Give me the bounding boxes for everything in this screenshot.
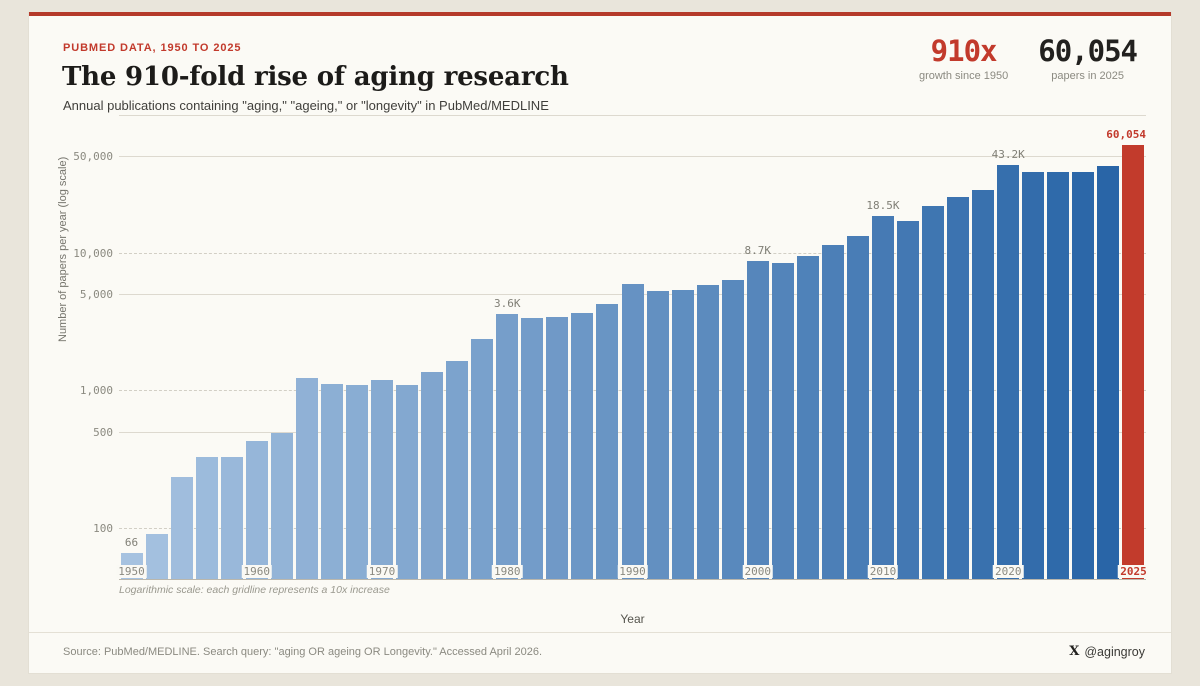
bar-2010	[871, 215, 894, 579]
x-tick-label-2020: 2020	[992, 565, 1024, 578]
source-note: Source: PubMed/MEDLINE. Search query: "a…	[63, 645, 543, 658]
bar-1954	[170, 477, 193, 579]
x-tick-label-2025: 2025	[1118, 565, 1149, 578]
bar-2008	[846, 236, 869, 579]
bar-chart-plot-area: 100 500 1,000 5,000 10,000 50,000 1950 1960 1970…	[73, 115, 1149, 580]
bar-value-label-432K: 43.2K	[991, 148, 1025, 162]
bar-1986	[571, 313, 594, 579]
x-tick-label-2000: 2000	[742, 565, 773, 578]
bar-1970	[371, 379, 393, 579]
stat-growth: 910x growth since 1950	[919, 34, 1008, 82]
x-tick-label-1990: 1990	[617, 565, 648, 578]
x-tick-label-1950: 1950	[116, 565, 147, 578]
bar-value-label-36K: 3.6K	[494, 296, 521, 310]
bar-1996	[696, 285, 719, 579]
bar-1956	[195, 456, 218, 579]
bar-1958	[220, 456, 243, 579]
gridline-50000	[119, 156, 1146, 158]
kicker: PUBMED DATA, 1950 TO 2025	[63, 42, 242, 54]
x-tick-label-1960: 1960	[241, 565, 273, 578]
bar-1962	[270, 432, 293, 579]
bar-1982	[521, 318, 544, 579]
bar-value-label-185K: 18.5K	[866, 198, 900, 212]
bar-1960	[245, 440, 268, 579]
y-tick-label: 10,000	[73, 246, 113, 260]
bar-2006	[821, 245, 844, 579]
x-tick-label-1980: 1980	[492, 565, 523, 578]
bar-value-label-87K: 8.7K	[744, 243, 771, 257]
bar-2004	[796, 255, 819, 579]
x-axis-title: Year	[620, 612, 645, 626]
stat-papers-caption: papers in 2025	[1051, 70, 1124, 82]
bar-1978	[471, 339, 494, 579]
x-tick-label-1970: 1970	[366, 565, 398, 578]
bar-2020	[997, 165, 1020, 579]
infographic-card: PUBMED DATA, 1950 TO 2025 The 910-fold r…	[28, 12, 1172, 674]
bar-2016	[947, 196, 970, 579]
bar-1952	[145, 533, 168, 579]
bar-1990	[621, 284, 644, 579]
stat-growth-caption: growth since 1950	[918, 70, 1009, 82]
bar-1974	[421, 372, 444, 579]
page-title: The 910-fold rise of aging research	[62, 62, 569, 92]
bar-value-label-60054: 60,054	[1106, 128, 1146, 142]
bar-1998	[721, 280, 744, 579]
y-tick-label: 1,000	[79, 384, 113, 398]
bar-1984	[546, 317, 569, 579]
x-logo-icon: X	[1069, 644, 1080, 659]
y-tick-label: 50,000	[73, 150, 113, 164]
bar-2000	[746, 260, 769, 579]
bar-1988	[596, 304, 619, 579]
bar-1966	[320, 384, 343, 579]
log-scale-footnote: Logarithmic scale: each gridline represe…	[119, 584, 390, 596]
bar-2002	[771, 263, 794, 579]
bar-1964	[295, 378, 318, 579]
bar-2023	[1072, 171, 1095, 579]
bar-1976	[446, 361, 469, 579]
y-tick-label: 5,000	[79, 288, 113, 302]
footer: Source: PubMed/MEDLINE. Search query: "a…	[29, 632, 1171, 673]
bar-2022	[1047, 171, 1070, 579]
stat-papers-value: 60,054	[1038, 34, 1138, 68]
bar-1968	[345, 384, 368, 579]
social-handle-link[interactable]: X @agingroy	[1069, 644, 1145, 659]
bar-2012	[897, 220, 920, 579]
bar-2021	[1022, 171, 1045, 579]
subtitle: Annual publications containing "aging," …	[63, 98, 549, 113]
bar-value-label-66: 66	[124, 535, 139, 549]
y-axis-title: Number of papers per year (log scale)	[57, 156, 69, 342]
bar-2025	[1122, 145, 1145, 579]
bar-2018	[972, 190, 995, 579]
bar-1994	[671, 290, 694, 579]
top-accent-bar	[29, 12, 1171, 16]
x-axis-line	[119, 579, 1146, 580]
bar-1992	[646, 290, 669, 579]
social-handle: @agingroy	[1084, 644, 1145, 659]
bar-2024	[1097, 166, 1120, 579]
y-tick-label: 100	[93, 522, 113, 535]
stats-block: 910x growth since 1950 60,054 papers in …	[919, 34, 1138, 82]
bar-1972	[396, 384, 419, 579]
bar-1980	[496, 313, 519, 579]
stat-papers: 60,054 papers in 2025	[1038, 34, 1138, 82]
x-tick-label-2010: 2010	[867, 565, 899, 578]
gridline-10000	[119, 252, 1146, 254]
y-tick-label: 500	[93, 425, 113, 439]
stat-growth-value: 910x	[930, 34, 998, 68]
bar-2014	[922, 205, 945, 579]
